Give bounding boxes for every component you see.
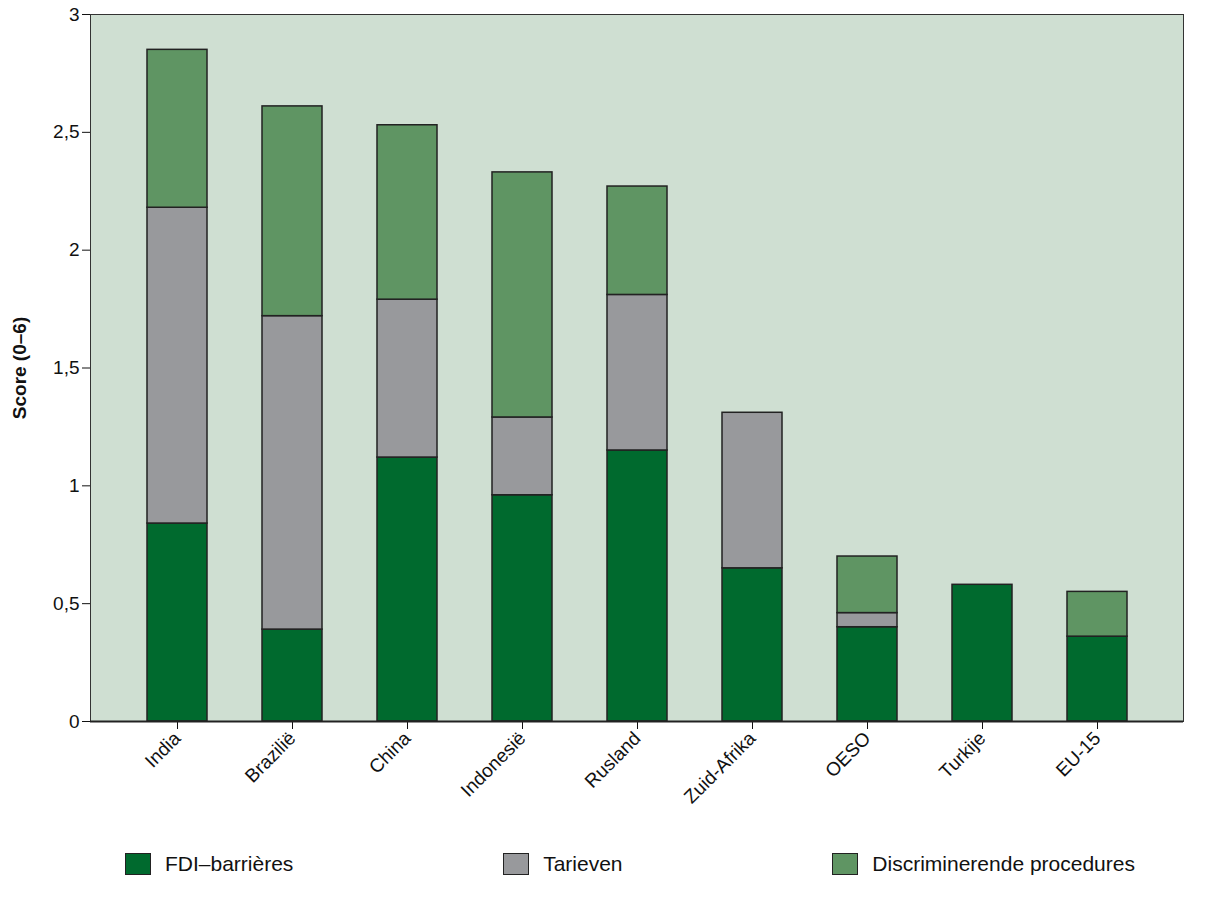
svg-text:1: 1 (69, 475, 80, 496)
svg-text:0,5: 0,5 (53, 593, 79, 614)
svg-text:Brazilië: Brazilië (241, 728, 300, 787)
svg-text:0: 0 (69, 711, 80, 732)
svg-text:India: India (141, 727, 185, 771)
svg-text:Indonesië: Indonesië (457, 728, 530, 801)
svg-text:Score (0–6): Score (0–6) (9, 317, 30, 419)
svg-text:Turkije: Turkije (935, 728, 990, 783)
svg-text:Rusland: Rusland (580, 728, 644, 792)
svg-text:EU-15: EU-15 (1052, 728, 1105, 781)
svg-text:Zuid-Afrika: Zuid-Afrika (680, 727, 760, 807)
svg-text:China: China (365, 727, 415, 777)
svg-text:3: 3 (69, 4, 80, 25)
svg-text:1,5: 1,5 (53, 357, 79, 378)
svg-text:OESO: OESO (821, 728, 875, 782)
html-text:Tarieven: Tarieven (543, 852, 623, 875)
svg-text:2: 2 (69, 239, 80, 260)
html-text:FDI–barrières: FDI–barrières (165, 852, 294, 875)
html-text:Discriminerende procedures: Discriminerende procedures (872, 852, 1135, 875)
svg-text:2,5: 2,5 (53, 121, 79, 142)
